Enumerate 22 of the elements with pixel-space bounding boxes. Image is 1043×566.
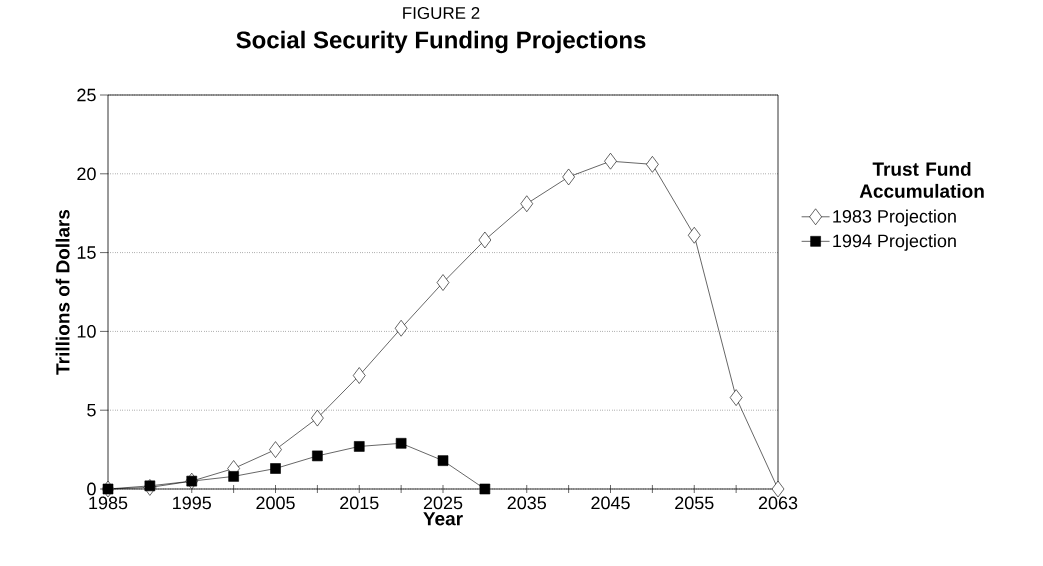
y-tick-label: 25 [77,88,96,102]
x-tick-label: 2055 [675,496,714,510]
x-axis-title: Year [423,512,463,526]
y-tick-label: 20 [77,167,96,181]
legend-title: Trust Fund Accumulation [859,161,984,198]
chart-title: Social Security Funding Projections [236,30,646,54]
y-tick-label: 5 [87,403,96,417]
x-tick-label: 2045 [591,496,630,510]
legend-label: 1983 Projection [833,209,956,227]
legend-label: 1994 Projection [833,234,956,251]
x-tick-label: 1995 [173,496,212,510]
y-axis-title: Trillions of Dollars [55,209,70,375]
y-tick-label: 15 [77,246,96,259]
chart-subtitle: FIGURE 2 [403,6,480,20]
x-tick-label: 2015 [340,496,379,510]
x-tick-label: 2035 [507,496,547,510]
x-tick-label: 2025 [423,496,463,510]
y-tick-label: 10 [77,325,96,338]
x-tick-label: 1985 [89,496,128,510]
x-tick-label: 2063 [758,496,798,510]
y-tick-label: 0 [87,482,96,496]
x-tick-label: 2005 [256,496,295,510]
